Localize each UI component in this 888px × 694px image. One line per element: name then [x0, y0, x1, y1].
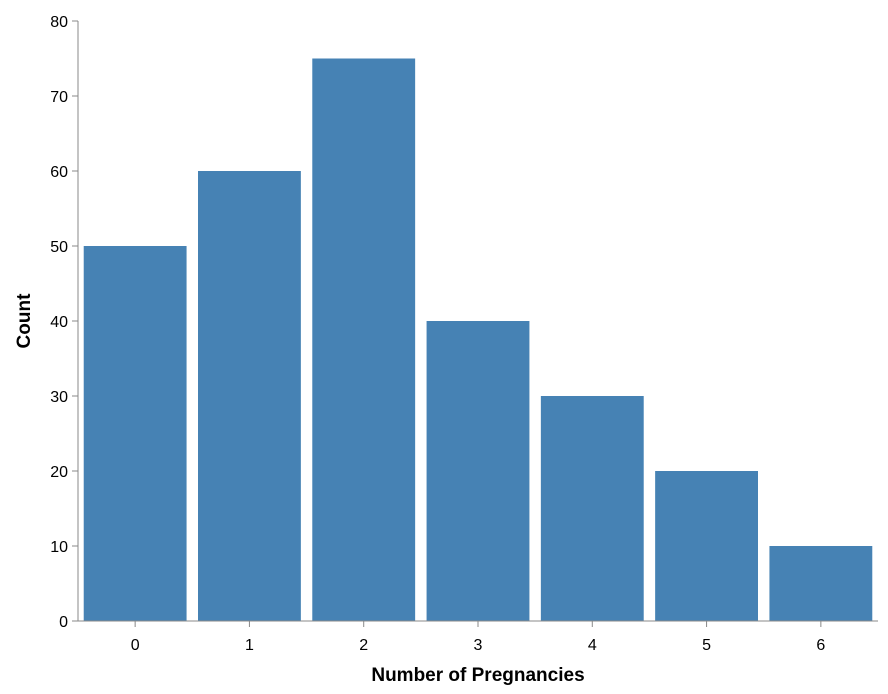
- bars-group: [83, 58, 873, 621]
- x-axis-title: Number of Pregnancies: [371, 665, 584, 686]
- y-tick-label: 70: [50, 89, 68, 106]
- x-tick-label: 5: [702, 637, 711, 654]
- bar-0: [83, 246, 187, 621]
- bar-4: [540, 396, 644, 621]
- bar-6: [769, 546, 873, 621]
- y-tick-label: 60: [50, 164, 68, 181]
- y-axis-title: Count: [14, 293, 35, 349]
- x-tick-label: 3: [474, 637, 483, 654]
- y-tick-label: 0: [59, 614, 68, 631]
- x-tick-label: 6: [816, 637, 825, 654]
- y-tick-label: 30: [50, 389, 68, 406]
- y-tick-label: 20: [50, 464, 68, 481]
- x-tick-label: 1: [245, 637, 254, 654]
- bar-2: [312, 58, 416, 621]
- x-tick-label: 0: [131, 637, 140, 654]
- y-tick-label: 10: [50, 539, 68, 556]
- x-tick-label: 2: [359, 637, 368, 654]
- x-tick-label: 4: [588, 637, 597, 654]
- bar-1: [198, 171, 301, 621]
- y-tick-label: 80: [50, 14, 68, 31]
- bar-3: [426, 321, 530, 621]
- y-axis: 0 10 20 30 40 50 60 70 80: [50, 14, 79, 631]
- bar-5: [655, 471, 758, 621]
- y-tick-label: 40: [50, 314, 68, 331]
- x-axis: 0 1 2 3 4 5 6: [78, 620, 878, 654]
- y-tick-label: 50: [50, 239, 68, 256]
